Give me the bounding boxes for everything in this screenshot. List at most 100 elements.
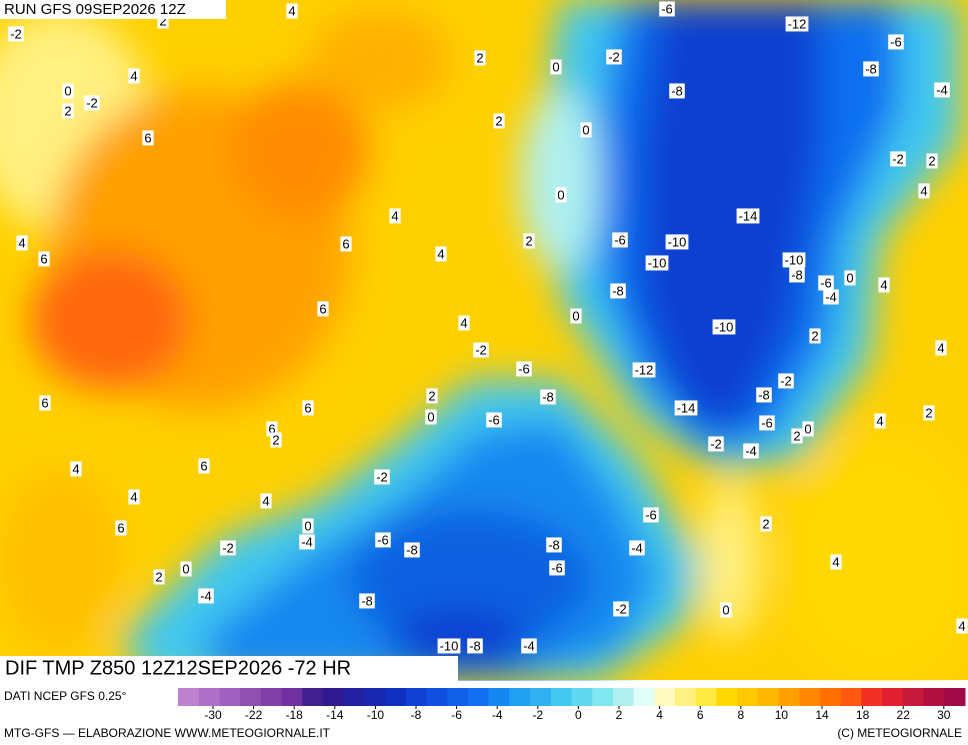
contour-label: 4 xyxy=(920,183,927,198)
contour-label-bg xyxy=(523,233,535,249)
contour-label: -10 xyxy=(668,234,687,249)
colorbar-swatch xyxy=(675,688,697,706)
contour-label: 2 xyxy=(793,428,800,443)
contour-label-bg xyxy=(659,1,675,17)
contour-label-bg xyxy=(467,638,483,654)
contour-label-bg xyxy=(38,251,50,267)
contour-label-bg xyxy=(890,151,906,167)
contour-label-bg xyxy=(874,413,886,429)
temperature-field xyxy=(0,0,968,680)
contour-label-bg xyxy=(934,82,950,98)
contour-label: 6 xyxy=(41,395,48,410)
contour-label: 4 xyxy=(880,277,887,292)
contour-label-bg xyxy=(720,602,732,618)
contour-label: 2 xyxy=(272,432,279,447)
colorbar-swatch xyxy=(757,688,780,706)
contour-label-bg xyxy=(830,554,842,570)
contour-label-bg xyxy=(712,319,736,335)
contour-label: 0 xyxy=(182,561,189,576)
contour-label: 2 xyxy=(762,516,769,531)
contour-label-bg xyxy=(340,236,352,252)
contour-label: -6 xyxy=(661,1,673,16)
contour-label-bg xyxy=(317,301,329,317)
contour-label-bg xyxy=(115,520,127,536)
colorbar-swatch xyxy=(488,688,510,706)
colorbar-swatch xyxy=(322,688,345,706)
contour-label: -4 xyxy=(631,540,643,555)
colorbar-swatch xyxy=(612,688,635,706)
contour-label-bg xyxy=(128,489,140,505)
contour-label: -10 xyxy=(440,638,459,653)
contour-label-bg xyxy=(580,122,592,138)
contour-label: -6 xyxy=(645,507,657,522)
contour-label: 6 xyxy=(268,421,275,436)
contour-label-bg xyxy=(632,362,656,378)
contour-label: -6 xyxy=(488,412,500,427)
contour-label: 6 xyxy=(304,400,311,415)
contour-label-bg xyxy=(956,618,968,634)
colorbar-swatch xyxy=(426,688,448,706)
colorbar-swatch xyxy=(550,688,572,706)
contour-label: 6 xyxy=(144,130,151,145)
colorbar-swatch xyxy=(633,688,655,706)
contour-label-bg xyxy=(756,387,772,403)
contour-label: 0 xyxy=(427,409,434,424)
colorbar-swatch xyxy=(778,688,800,706)
contour-label: -4 xyxy=(745,443,757,458)
contour-label: 2 xyxy=(155,569,162,584)
colorbar-tick-label: 22 xyxy=(897,708,911,722)
contour-label: 6 xyxy=(40,251,47,266)
contour-label: -6 xyxy=(518,361,530,376)
contour-label-bg xyxy=(674,400,698,416)
colorbar-tick-label: 30 xyxy=(937,708,951,722)
contour-label: -12 xyxy=(635,362,654,377)
contour-label-bg xyxy=(802,421,814,437)
contour-label-bg xyxy=(818,275,834,291)
contour-label-bg xyxy=(302,400,314,416)
contour-label-bg xyxy=(374,469,390,485)
colorbar-swatch xyxy=(405,688,428,706)
colorbar-tick-label: 0 xyxy=(575,708,582,722)
contour-label: -8 xyxy=(671,83,683,98)
contour-label: 4 xyxy=(937,340,944,355)
contour-label-bg xyxy=(760,516,772,532)
contour-label: 0 xyxy=(582,122,589,137)
colorbar-swatch xyxy=(695,688,717,706)
contour-label-bg xyxy=(435,246,447,262)
caption-box xyxy=(0,656,458,681)
contour-label: -6 xyxy=(614,232,626,247)
colorbar-tick-label: -2 xyxy=(532,708,543,722)
contour-label-bg xyxy=(128,68,140,84)
contour-label: 0 xyxy=(552,59,559,74)
contour-label-bg xyxy=(404,542,420,558)
contour-label-bg xyxy=(266,421,278,437)
contour-label-bg xyxy=(791,428,803,444)
contour-label-bg xyxy=(606,49,622,65)
contour-label-bg xyxy=(540,389,556,405)
colorbar-swatch xyxy=(716,688,738,706)
contour-label-bg xyxy=(935,340,947,356)
contour-label-bg xyxy=(923,405,935,421)
contour-label: -2 xyxy=(475,342,487,357)
contour-label-bg xyxy=(888,34,904,50)
colorbar-tick-label: 6 xyxy=(697,708,704,722)
contour-label: -8 xyxy=(361,593,373,608)
contour-label-bg xyxy=(759,415,775,431)
colorbar-swatch xyxy=(240,688,262,706)
colorbar-swatch xyxy=(302,688,324,706)
contour-label: 2 xyxy=(928,153,935,168)
contour-label-bg xyxy=(549,560,565,576)
contour-label: -6 xyxy=(377,532,389,547)
contour-label-bg xyxy=(550,59,562,75)
contour-label-bg xyxy=(198,458,210,474)
contour-label: -2 xyxy=(780,373,792,388)
contour-label-bg xyxy=(302,518,314,534)
colorbar-tick-label: -4 xyxy=(492,708,503,722)
contour-label: -2 xyxy=(892,151,904,166)
contour-label: 4 xyxy=(460,315,467,330)
colorbar-swatch xyxy=(343,688,365,706)
map-caption: DIF TMP Z850 12Z12SEP2026 -72 HR xyxy=(5,657,351,679)
contour-label: -14 xyxy=(739,208,758,223)
